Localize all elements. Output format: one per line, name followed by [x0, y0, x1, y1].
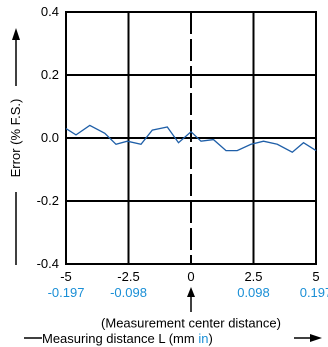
- y-axis-label: Error (% F.S.): [8, 99, 23, 178]
- x-tick-label-in: 0.197: [300, 285, 328, 300]
- x-tick-label-mm: -5: [60, 269, 72, 284]
- x-tick-label-mm: -2.5: [117, 269, 139, 284]
- x-tick-label-mm: 5: [312, 269, 319, 284]
- x-axis-arrow-head: [310, 334, 322, 342]
- grid-lines: [66, 12, 316, 264]
- x-tick-labels: -5 -2.5 0 2.5 5 -0.197 -0.098 0.098 0.197: [48, 269, 328, 300]
- y-tick-labels: 0.4 0.2 0.0 -0.2 -0.4: [37, 4, 59, 271]
- center-marker: (Measurement center distance): [101, 287, 281, 331]
- y-axis-arrow-head: [12, 28, 20, 40]
- y-axis-label-group: Error (% F.S.): [8, 28, 23, 265]
- x-axis-label-group: Measuring distance L (mm in): [24, 331, 322, 346]
- x-axis-label-unit-in: in: [198, 331, 208, 346]
- y-tick-label: 0.2: [41, 67, 59, 82]
- center-arrow-icon: [187, 287, 195, 297]
- y-tick-label: -0.2: [37, 193, 59, 208]
- x-tick-label-in: -0.098: [110, 285, 147, 300]
- x-tick-label-in: 0.098: [237, 285, 270, 300]
- x-tick-label-mm: 2.5: [244, 269, 262, 284]
- x-axis-label-prefix: Measuring distance L (mm: [42, 331, 198, 346]
- x-tick-label-mm: 0: [187, 269, 194, 284]
- y-tick-label: -0.4: [37, 256, 59, 271]
- x-axis-label-suffix: ): [208, 331, 212, 346]
- x-tick-label-in: -0.197: [48, 285, 85, 300]
- y-tick-label: 0.0: [41, 130, 59, 145]
- y-tick-label: 0.4: [41, 4, 59, 19]
- center-note: (Measurement center distance): [101, 316, 281, 331]
- x-axis-label: Measuring distance L (mm in): [42, 331, 213, 346]
- series-line: [65, 124, 317, 153]
